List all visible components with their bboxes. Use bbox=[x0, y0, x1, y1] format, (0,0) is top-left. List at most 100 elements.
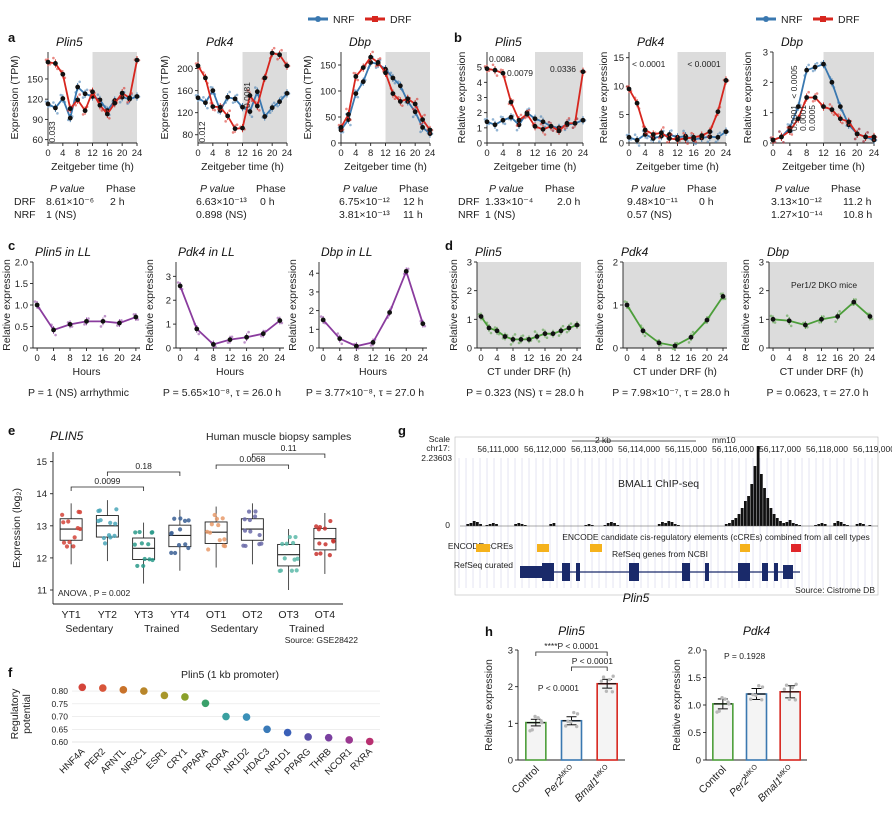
data-point bbox=[492, 67, 498, 73]
y-tick-label: 120 bbox=[177, 108, 193, 119]
replicate-dot bbox=[393, 81, 397, 85]
group-label: Sedentary bbox=[210, 623, 259, 635]
replicate-dot bbox=[415, 97, 419, 101]
replicate-dot bbox=[834, 320, 837, 323]
chart-title: Pdk4 bbox=[621, 245, 649, 259]
replicate-dot bbox=[773, 321, 777, 324]
data-point bbox=[502, 334, 508, 339]
data-point bbox=[75, 97, 81, 103]
replicate-dot bbox=[828, 103, 832, 106]
chip-signal-bar bbox=[750, 484, 754, 526]
data-point bbox=[375, 60, 381, 65]
y-axis-label: Relative expression bbox=[483, 659, 495, 751]
replicate-dot bbox=[790, 133, 794, 136]
replicate-dot bbox=[717, 709, 721, 713]
tf-point bbox=[140, 687, 148, 695]
x-tick-label: 16 bbox=[540, 353, 551, 364]
y-tick-label: 0 bbox=[759, 344, 764, 355]
replicate-dot bbox=[226, 341, 230, 344]
data-point bbox=[195, 63, 201, 69]
replicate-dot bbox=[489, 331, 493, 335]
ccre-element bbox=[740, 544, 750, 552]
sample-dot bbox=[222, 537, 227, 542]
replicate-dot bbox=[499, 115, 503, 119]
y-tick-label: 0 bbox=[696, 756, 701, 767]
chart-title: Dbp bbox=[767, 245, 789, 259]
sample-dot bbox=[316, 527, 321, 532]
replicate-dot bbox=[623, 300, 627, 303]
chip-signal-bar bbox=[485, 525, 489, 526]
p-annotation: 0.0001 bbox=[798, 105, 808, 131]
stat-phase-drf: 12 h bbox=[403, 196, 424, 208]
data-point bbox=[532, 123, 538, 129]
sig-bracket bbox=[535, 651, 608, 656]
data-point bbox=[60, 96, 66, 101]
p-annotation: < 0.0001 bbox=[687, 59, 721, 69]
replicate-dot bbox=[778, 130, 781, 133]
sample-dot bbox=[220, 516, 225, 521]
x-tick-label: 4 bbox=[494, 353, 499, 364]
replicate-dot bbox=[760, 685, 765, 689]
y-axis-label: Relative expression bbox=[740, 259, 752, 351]
data-point bbox=[45, 59, 51, 65]
chart-caption: P = 5.65×10⁻⁸, τ = 26.0 h bbox=[163, 387, 281, 399]
replicate-dot bbox=[857, 127, 861, 131]
chip-signal-bar bbox=[584, 525, 588, 526]
browser-frame bbox=[454, 436, 879, 596]
data-point bbox=[500, 117, 506, 123]
y-axis-label: Relative expression bbox=[598, 52, 610, 144]
legend-drf-b: DRF bbox=[838, 14, 860, 26]
data-point bbox=[397, 83, 403, 89]
chart-title: Pdk4 bbox=[743, 624, 771, 638]
chip-signal-bar bbox=[606, 523, 610, 526]
data-point bbox=[795, 116, 801, 122]
chart-caption: P = 0.0623, τ = 27.0 h bbox=[766, 387, 868, 399]
chip-signal-bar bbox=[549, 524, 553, 526]
stat-header-phase: Phase bbox=[106, 183, 136, 195]
y-tick-label: 1.0 bbox=[15, 301, 28, 312]
coord-label: 56,118,000 bbox=[806, 444, 848, 454]
data-point bbox=[691, 134, 697, 140]
replicate-dot bbox=[503, 122, 507, 126]
data-point bbox=[524, 111, 530, 117]
chart-caption: P = 3.77×10⁻⁸, τ = 27.0 h bbox=[306, 387, 424, 399]
replicate-dot bbox=[718, 131, 722, 135]
x-tick-label: 0 bbox=[484, 148, 489, 159]
data-point bbox=[550, 331, 556, 337]
chart-title: Pdk4 bbox=[206, 35, 234, 49]
x-tick-label: 24 bbox=[721, 148, 732, 159]
y-tick-label: 3 bbox=[763, 48, 768, 59]
chip-signal-bar bbox=[661, 522, 664, 526]
x-tick-label: 16 bbox=[241, 353, 252, 364]
replicate-dot bbox=[527, 108, 531, 112]
replicate-dot bbox=[81, 96, 85, 99]
data-point bbox=[650, 132, 656, 137]
stat-header-p: P value bbox=[631, 183, 666, 195]
coord-label: 56,112,000 bbox=[524, 444, 566, 454]
x-tick-label: 12 bbox=[816, 353, 827, 364]
replicate-dot bbox=[853, 137, 857, 141]
y-tick-label: 2 bbox=[759, 286, 764, 297]
data-point bbox=[580, 69, 586, 75]
panel-label-d: d bbox=[445, 238, 453, 253]
x-tick-label: 20 bbox=[562, 148, 573, 159]
chip-signal-bar bbox=[613, 523, 616, 526]
sample-dot bbox=[102, 541, 108, 546]
chip-signal-bar bbox=[737, 514, 741, 526]
sample-dot bbox=[242, 528, 248, 533]
p-annotation: < 0.0005 bbox=[789, 65, 799, 99]
data-point bbox=[353, 91, 359, 96]
x-tick-label: 24 bbox=[865, 353, 876, 364]
replicate-dot bbox=[536, 716, 540, 720]
x-tick-label: 20 bbox=[401, 353, 412, 364]
data-point bbox=[420, 321, 426, 327]
replicate-dot bbox=[530, 728, 534, 732]
y-tick-label: 1 bbox=[309, 325, 314, 336]
chip-signal-bar bbox=[673, 524, 677, 526]
chart-title: Dbp bbox=[781, 35, 803, 49]
gene-exon bbox=[542, 563, 554, 581]
x-tick-label: 24 bbox=[572, 353, 583, 364]
data-point bbox=[484, 66, 490, 72]
stat-header-p: P value bbox=[775, 183, 810, 195]
replicate-dot bbox=[515, 124, 519, 127]
